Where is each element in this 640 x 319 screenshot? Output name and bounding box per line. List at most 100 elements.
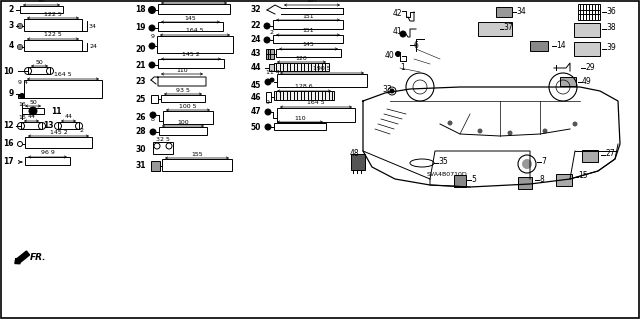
Text: 167: 167 — [306, 0, 318, 4]
Text: 151: 151 — [302, 13, 314, 19]
Text: 30: 30 — [136, 145, 146, 153]
Circle shape — [396, 51, 401, 56]
Circle shape — [270, 78, 274, 82]
Bar — [159, 127, 207, 135]
Circle shape — [265, 79, 271, 85]
Bar — [351, 154, 365, 170]
Text: 13: 13 — [44, 122, 54, 130]
Bar — [274, 123, 326, 130]
Circle shape — [149, 43, 155, 49]
Bar — [153, 142, 173, 154]
Text: 32: 32 — [250, 5, 261, 14]
Circle shape — [264, 23, 270, 29]
Bar — [158, 59, 224, 68]
Text: 157 7: 157 7 — [185, 0, 203, 2]
Bar — [151, 161, 160, 171]
Text: 40: 40 — [385, 51, 395, 61]
Text: 19: 19 — [136, 24, 146, 33]
Text: 50: 50 — [251, 122, 261, 131]
Circle shape — [508, 130, 513, 136]
Text: 145: 145 — [184, 16, 196, 20]
Text: 14: 14 — [556, 41, 566, 49]
Bar — [273, 20, 343, 29]
Text: 12: 12 — [3, 122, 14, 130]
Text: 39: 39 — [606, 43, 616, 53]
Bar — [274, 91, 334, 100]
Text: 120: 120 — [296, 56, 307, 61]
Bar — [578, 4, 600, 20]
Circle shape — [19, 93, 24, 99]
Text: 100: 100 — [177, 120, 189, 124]
Text: 47: 47 — [250, 108, 261, 116]
Circle shape — [150, 112, 156, 118]
Text: 90: 90 — [38, 0, 45, 4]
Text: 18: 18 — [136, 5, 146, 14]
Circle shape — [264, 37, 270, 43]
Text: 145: 145 — [303, 42, 314, 48]
Text: 46: 46 — [250, 93, 261, 101]
Text: 34: 34 — [89, 24, 97, 28]
Text: 3: 3 — [9, 20, 14, 29]
Bar — [277, 74, 367, 87]
Text: 9: 9 — [9, 90, 14, 99]
Circle shape — [477, 129, 483, 133]
Bar — [158, 22, 223, 31]
Text: 110: 110 — [294, 115, 306, 121]
Wedge shape — [17, 44, 22, 49]
Text: SVA4B0710D: SVA4B0710D — [427, 172, 468, 176]
Text: 11 4: 11 4 — [266, 70, 280, 75]
Text: 16: 16 — [18, 115, 26, 120]
Text: 11: 11 — [51, 107, 61, 115]
Circle shape — [148, 6, 156, 13]
Circle shape — [149, 25, 155, 31]
Text: 2: 2 — [9, 4, 14, 13]
Text: 145 2: 145 2 — [50, 130, 67, 135]
Bar — [276, 49, 341, 57]
Text: 50: 50 — [36, 60, 44, 64]
Text: 48: 48 — [350, 150, 360, 159]
Text: 20: 20 — [136, 44, 146, 54]
Circle shape — [150, 129, 156, 135]
Text: 151: 151 — [302, 28, 314, 33]
Bar — [24, 80, 102, 98]
Text: 15: 15 — [578, 172, 588, 181]
Bar — [58, 122, 79, 129]
Text: 1: 1 — [400, 63, 404, 72]
Bar — [158, 4, 230, 14]
Text: 2: 2 — [80, 129, 84, 133]
Text: 10: 10 — [3, 66, 14, 76]
Text: 164 5: 164 5 — [307, 100, 325, 106]
Bar — [518, 177, 532, 189]
Text: 26: 26 — [136, 114, 146, 122]
Wedge shape — [17, 24, 22, 28]
Circle shape — [265, 124, 271, 130]
Text: 41: 41 — [393, 27, 403, 36]
Text: 29: 29 — [585, 63, 595, 71]
Bar — [157, 36, 233, 53]
Bar — [274, 63, 329, 71]
Text: 145 2: 145 2 — [182, 53, 200, 57]
Bar — [496, 7, 512, 17]
Text: 8: 8 — [539, 174, 544, 183]
Text: 16: 16 — [18, 102, 26, 107]
Circle shape — [29, 107, 37, 115]
Bar — [25, 157, 70, 165]
Circle shape — [400, 31, 406, 37]
Text: 50: 50 — [29, 100, 37, 105]
Circle shape — [573, 122, 577, 127]
Text: 17: 17 — [3, 158, 14, 167]
Text: 25: 25 — [136, 94, 146, 103]
Text: 27: 27 — [605, 150, 614, 159]
Text: 24: 24 — [250, 35, 261, 44]
Bar — [582, 150, 598, 162]
Bar — [277, 108, 355, 122]
Bar — [574, 23, 600, 37]
Text: 190 5: 190 5 — [313, 66, 331, 71]
Text: 100 5: 100 5 — [179, 103, 196, 108]
Bar — [24, 40, 82, 51]
FancyArrow shape — [15, 251, 29, 264]
Text: 22: 22 — [250, 21, 261, 31]
Text: 9 4: 9 4 — [18, 80, 28, 85]
Text: 34: 34 — [516, 6, 525, 16]
Text: 5: 5 — [471, 174, 476, 183]
